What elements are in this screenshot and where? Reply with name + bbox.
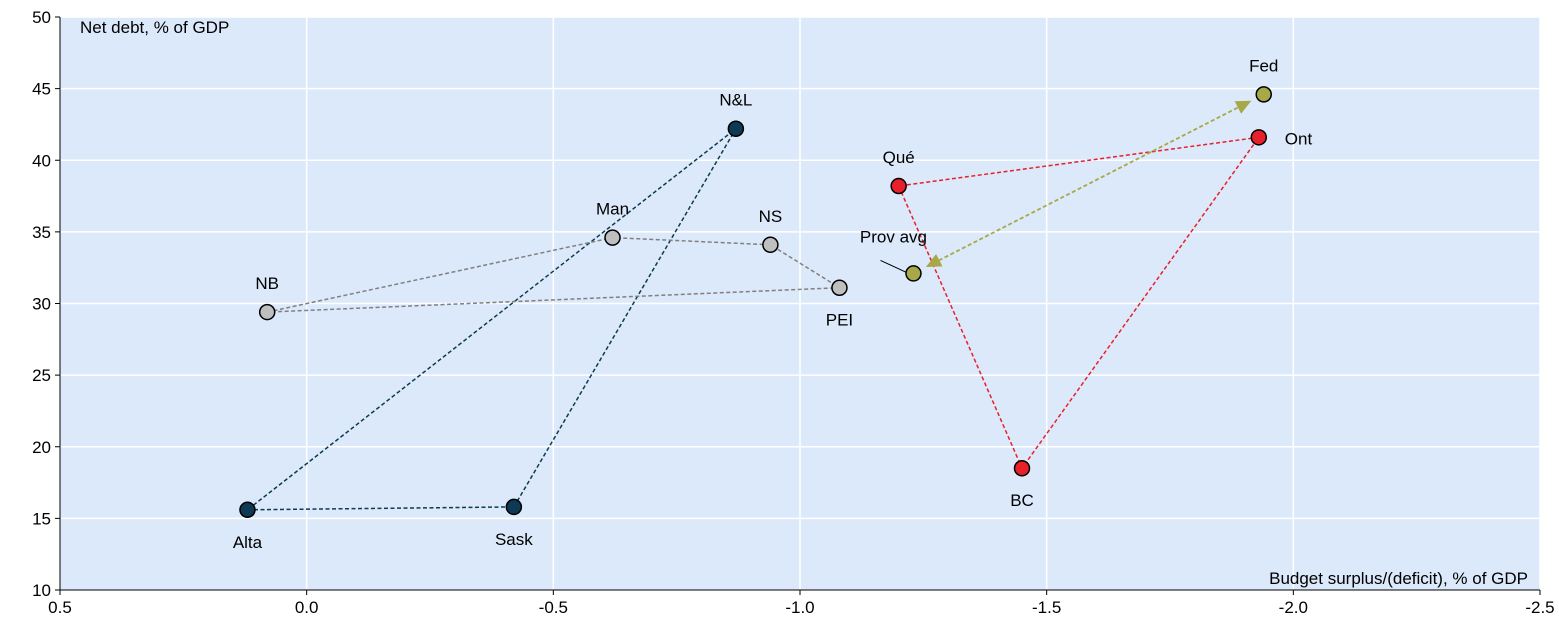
point-n-l <box>727 120 745 137</box>
point-alta <box>239 501 256 519</box>
label-nb: NB <box>255 274 279 293</box>
x-axis-title: Budget surplus/(deficit), % of GDP <box>1269 569 1528 588</box>
x-tick-label: -2.5 <box>1525 598 1554 617</box>
point-ns <box>762 236 779 254</box>
point-fed <box>1255 86 1272 103</box>
arrow-head-fed <box>1234 100 1252 114</box>
x-tick-label: -2.0 <box>1279 598 1308 617</box>
x-tick-label: 0.0 <box>295 598 319 617</box>
y-tick-label: 50 <box>32 8 51 27</box>
point-qu <box>890 177 907 195</box>
label-pei: PEI <box>826 311 853 330</box>
point-ont <box>1250 129 1268 146</box>
y-tick-label: 10 <box>32 581 51 600</box>
label-fed: Fed <box>1249 56 1278 75</box>
arrow-head-prov-avg <box>925 254 943 267</box>
y-tick-label: 25 <box>32 366 51 385</box>
y-tick-label: 45 <box>32 80 51 99</box>
point-labels: Alta Sask N&L NB Man NS PEI Qué BC Ont Fed Prov avg <box>233 56 1313 551</box>
label-ont: Ont <box>1285 129 1313 148</box>
point-sask <box>505 498 523 516</box>
group-outlines <box>245 128 1261 511</box>
y-tick-label: 30 <box>32 295 51 314</box>
label-sask: Sask <box>495 530 533 549</box>
x-tick-label: -0.5 <box>539 598 568 617</box>
group-outline-1 <box>245 128 737 511</box>
group-outline-2 <box>267 236 842 313</box>
y-axis-title: Net debt, % of GDP <box>80 18 229 37</box>
y-tick-labels: 10 15 20 25 30 35 40 45 50 <box>32 8 51 600</box>
label-n-l: N&L <box>719 91 752 110</box>
axes <box>55 16 1541 595</box>
x-tick-labels: 0.5 0.0 -0.5 -1.0 -1.5 -2.0 -2.5 <box>48 598 1554 617</box>
label-bc: BC <box>1010 491 1034 510</box>
prov-fed-arrow <box>925 100 1252 267</box>
y-tick-label: 40 <box>32 151 51 170</box>
data-points <box>239 86 1272 519</box>
y-tick-label: 15 <box>32 509 51 528</box>
label-qu: Qué <box>883 148 915 167</box>
y-tick-label: 35 <box>32 223 51 242</box>
x-tick-label: -1.0 <box>785 598 814 617</box>
label-man: Man <box>596 200 629 219</box>
point-nb <box>258 303 276 321</box>
callout-leader-prov-avg <box>880 259 907 273</box>
point-pei <box>831 279 848 296</box>
point-bc <box>1013 459 1031 477</box>
x-tick-label: -1.5 <box>1032 598 1061 617</box>
x-tick-label: 0.5 <box>48 598 72 617</box>
point-prov-avg <box>905 265 922 282</box>
point-man <box>604 229 621 246</box>
label-ns: NS <box>759 207 783 226</box>
y-tick-label: 20 <box>32 438 51 457</box>
gridlines <box>60 16 1541 590</box>
label-alta: Alta <box>233 533 263 552</box>
label-prov-avg: Prov avg <box>860 227 927 246</box>
